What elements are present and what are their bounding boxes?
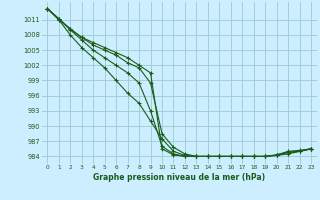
X-axis label: Graphe pression niveau de la mer (hPa): Graphe pression niveau de la mer (hPa) <box>93 173 265 182</box>
